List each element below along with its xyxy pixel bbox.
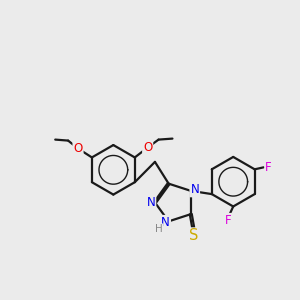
- Text: N: N: [161, 216, 170, 229]
- Text: N: N: [147, 196, 155, 209]
- Text: H: H: [155, 224, 163, 234]
- Text: O: O: [143, 141, 152, 154]
- Text: N: N: [190, 183, 199, 196]
- Text: F: F: [225, 214, 232, 227]
- Text: F: F: [265, 161, 272, 174]
- Text: O: O: [74, 142, 82, 155]
- Text: S: S: [189, 229, 199, 244]
